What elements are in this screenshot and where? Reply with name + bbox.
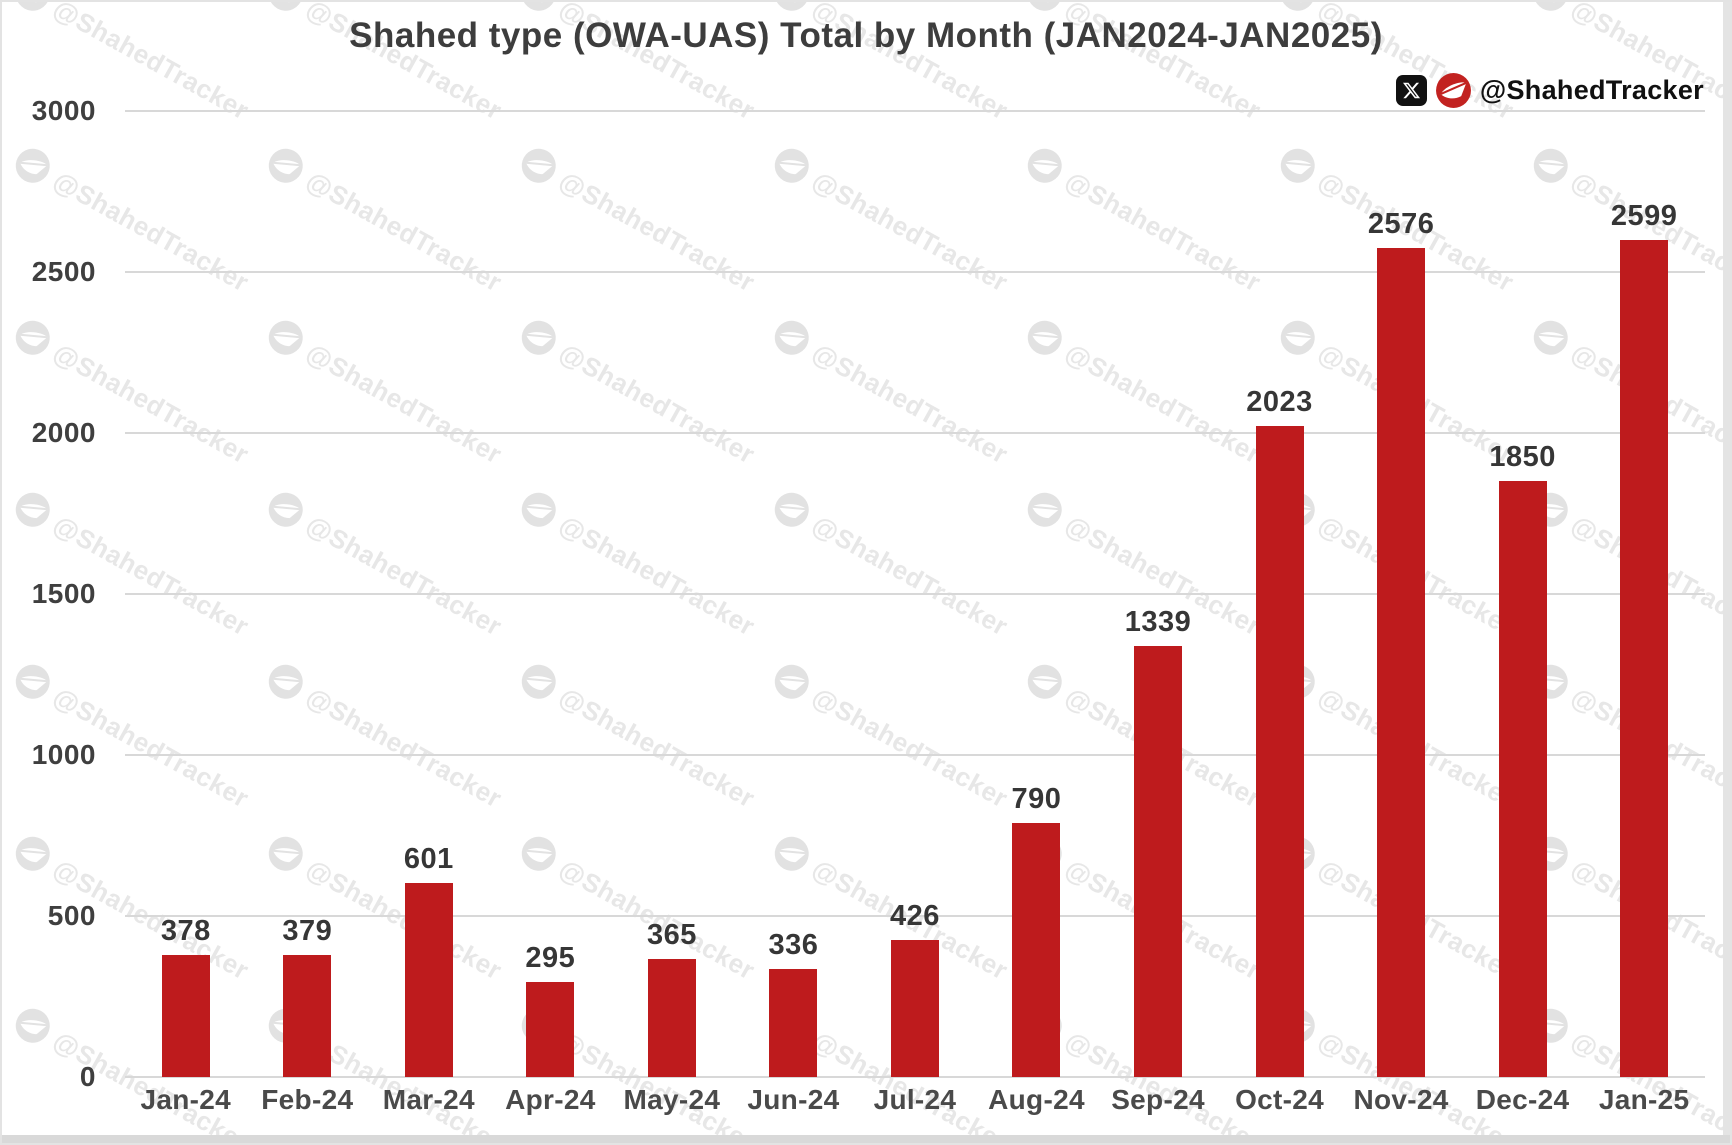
y-axis-label: 2500: [31, 256, 96, 287]
bar-value-label: 378: [160, 915, 211, 948]
y-axis: 0 500 1000 1500 2000 2500 3000: [2, 95, 110, 1092]
bar-slot: 365: [611, 111, 733, 1077]
bar-value-label: 601: [403, 843, 454, 876]
bar-slot: 1850: [1462, 111, 1584, 1077]
bar-value-label: 1339: [1124, 605, 1192, 638]
x-axis-label: Jan-25: [1598, 1084, 1690, 1115]
bar-value-label: 790: [1011, 782, 1062, 815]
bar-slot: 2599: [1583, 111, 1705, 1077]
bar-slot: 295: [490, 111, 612, 1077]
y-axis-label: 0: [79, 1061, 96, 1092]
bar-value-label: 2023: [1246, 385, 1313, 418]
x-axis-label: Jul-24: [873, 1084, 957, 1115]
x-axis-label: Dec-24: [1475, 1084, 1570, 1115]
bar-slot: 379: [247, 111, 369, 1077]
bar: [161, 955, 210, 1077]
y-axis-label: 500: [47, 900, 96, 931]
bar: [1498, 481, 1547, 1077]
bar: [647, 959, 696, 1077]
window-edge-bottom: [2, 1135, 1730, 1143]
bar-slot: 2023: [1219, 111, 1341, 1077]
x-axis-label: Apr-24: [505, 1084, 596, 1115]
bar: [1012, 822, 1061, 1077]
gridline: [125, 754, 1705, 756]
bar-value-label: 426: [890, 899, 940, 932]
x-axis-label: Oct-24: [1235, 1084, 1325, 1115]
bar-slot: 1339: [1097, 111, 1219, 1077]
gridline: [125, 110, 1705, 112]
x-axis-label: Nov-24: [1353, 1084, 1449, 1115]
gridline: [125, 915, 1705, 917]
x-logo-icon: [1395, 75, 1427, 106]
bar: [769, 968, 818, 1077]
bars: 378 379 601 295 365 336 426 790 1339 2023 2576 1850…: [125, 111, 1705, 1077]
x-axis-label: Jan-24: [140, 1084, 232, 1115]
bar: [283, 954, 332, 1077]
gridline: [125, 593, 1705, 595]
bar-slot: 426: [854, 111, 976, 1077]
bar-value-label: 295: [525, 942, 576, 975]
y-axis-label: 1000: [31, 739, 96, 770]
bar: [1134, 645, 1183, 1077]
bar-value-label: 336: [768, 928, 819, 961]
bar-slot: 378: [125, 111, 247, 1077]
window-edge-right: [1723, 2, 1730, 1143]
bar: [890, 939, 939, 1077]
plot-area: 378 379 601 295 365 336 426 790 1339 2023 2576 1850…: [125, 110, 1705, 1078]
x-axis-label: Mar-24: [382, 1084, 475, 1115]
bar-slot: 790: [976, 111, 1098, 1077]
gridline: [125, 432, 1705, 434]
brand-badge: @ShahedTracker: [1395, 72, 1704, 109]
bar-slot: 336: [733, 111, 855, 1077]
bar: [1377, 247, 1426, 1077]
x-axis-label: Feb-24: [261, 1084, 354, 1115]
bar-value-label: 379: [282, 914, 333, 947]
bar-slot: 2576: [1340, 111, 1462, 1077]
shahedtracker-logo-icon: [1435, 73, 1471, 108]
bar: [1620, 240, 1669, 1077]
bar: [1255, 425, 1304, 1077]
x-axis-label: Aug-24: [988, 1084, 1085, 1115]
bar-value-label: 2576: [1367, 207, 1435, 240]
x-axis: Jan-24 Feb-24 Mar-24 Apr-24 May-24 Jun-24 Jul-…: [125, 1084, 1705, 1116]
y-axis-label: 3000: [31, 95, 96, 126]
y-axis-label: 2000: [31, 417, 96, 448]
chart-title: Shahed type (OWA-UAS) Total by Month (JA…: [349, 16, 1383, 55]
bar-value-label: 365: [646, 919, 697, 952]
bar-value-label: 2599: [1610, 200, 1678, 233]
bar: [526, 982, 575, 1077]
brand-handle: @ShahedTracker: [1479, 75, 1704, 105]
x-axis-label: Sep-24: [1111, 1084, 1205, 1115]
bar-slot: 601: [368, 111, 490, 1077]
bar: [404, 883, 453, 1077]
gridline: [125, 1076, 1705, 1078]
x-axis-label: May-24: [623, 1084, 721, 1115]
gridline: [125, 271, 1705, 273]
x-axis-label: Jun-24: [747, 1084, 840, 1115]
bar-value-label: 1850: [1489, 441, 1556, 474]
y-axis-label: 1500: [31, 578, 96, 609]
